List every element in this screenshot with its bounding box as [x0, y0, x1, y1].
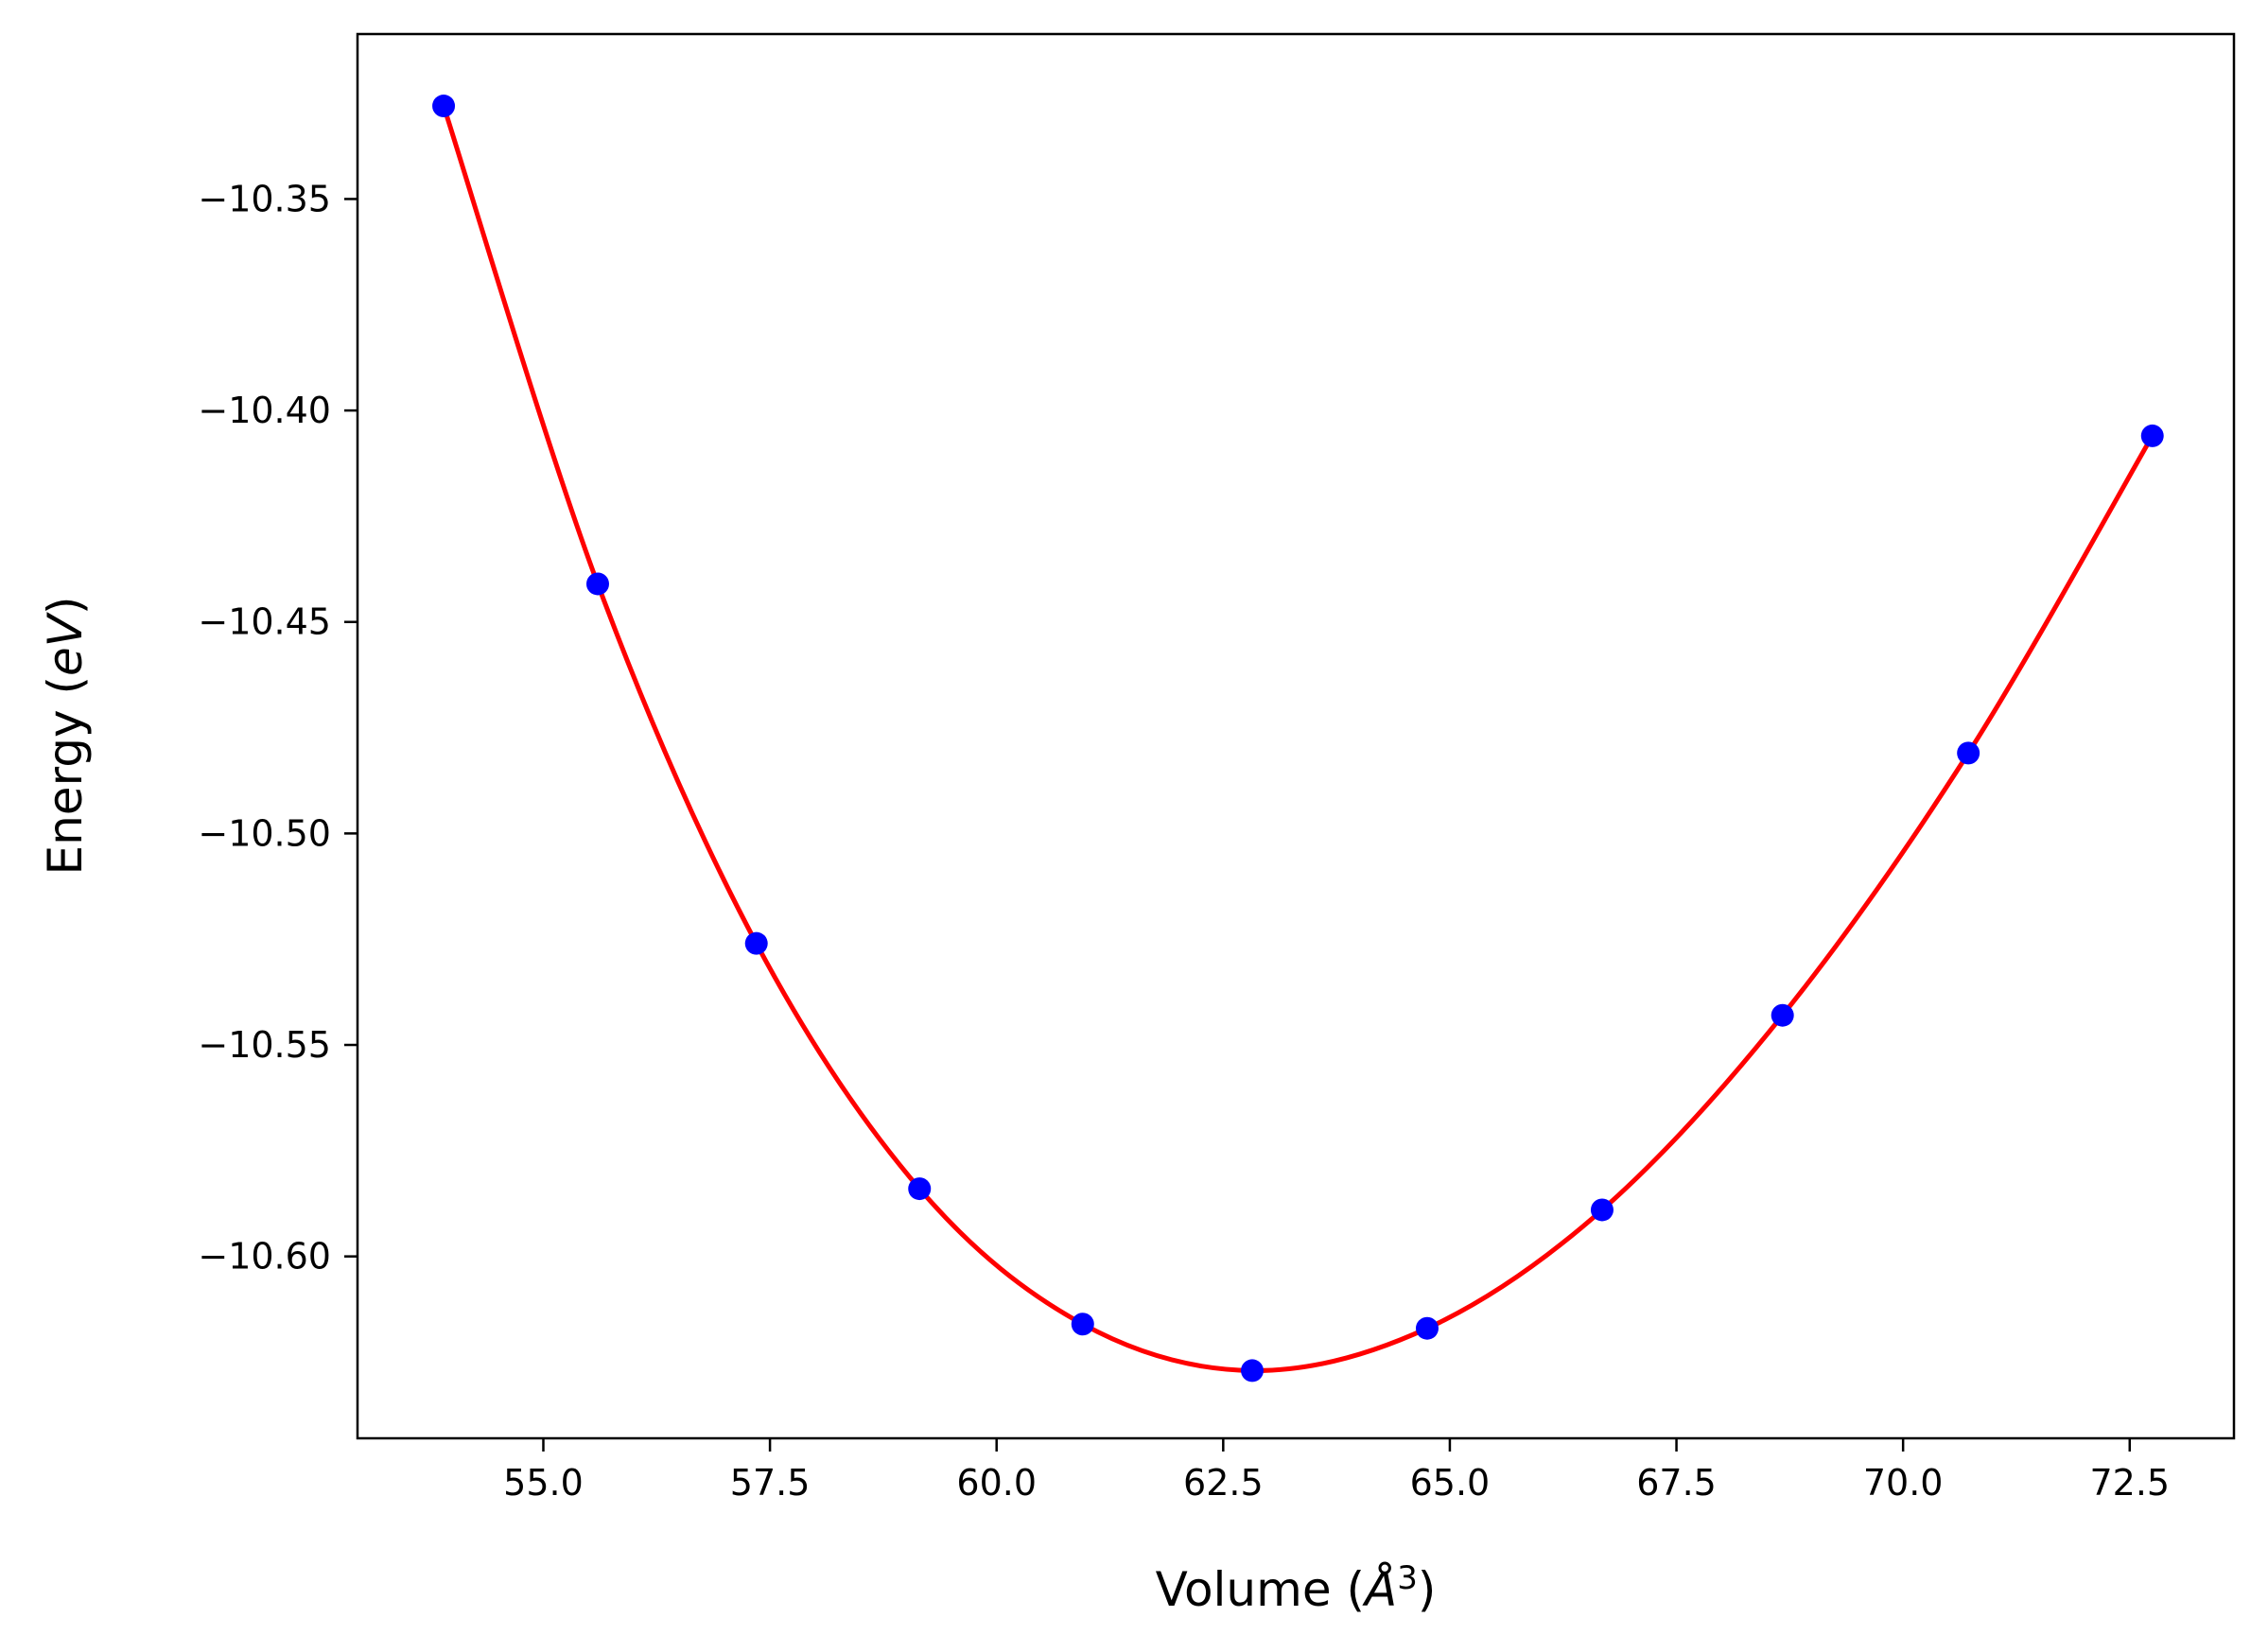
- data-point: [1771, 1003, 1794, 1027]
- x-axis-label: Volume (Å3): [1156, 1559, 1437, 1617]
- x-tick-label: 70.0: [1863, 1462, 1944, 1504]
- data-point: [585, 572, 609, 596]
- x-tick-label: 57.5: [730, 1462, 811, 1504]
- data-point: [1071, 1313, 1094, 1336]
- data-point: [1957, 741, 1980, 765]
- y-tick-label: −10.60: [198, 1236, 331, 1278]
- y-tick-label: −10.50: [198, 812, 331, 854]
- data-point: [744, 931, 768, 955]
- y-tick-label: −10.55: [198, 1024, 331, 1066]
- plot-area: [358, 34, 2234, 1438]
- y-axis-ticks: −10.35 −10.40 −10.45 −10.50 −10.55 −10.60: [198, 178, 358, 1278]
- fit-curve-line: [441, 105, 2155, 1373]
- y-tick-label: −10.40: [198, 390, 331, 431]
- x-tick-label: 67.5: [1636, 1462, 1717, 1504]
- data-point: [1590, 1198, 1614, 1222]
- x-tick-label: 65.0: [1410, 1462, 1491, 1504]
- fit-curve-layer: [441, 105, 2155, 1373]
- data-points-layer: [432, 95, 2164, 1382]
- y-axis-label: Energy (eV): [38, 597, 93, 876]
- data-point: [432, 95, 456, 118]
- y-tick-label: −10.45: [198, 601, 331, 643]
- x-tick-label: 62.5: [1183, 1462, 1264, 1504]
- plot-frame: [356, 32, 2236, 1440]
- y-tick-label: −10.35: [198, 178, 331, 219]
- x-tick-label: 60.0: [956, 1462, 1037, 1504]
- data-point: [908, 1177, 932, 1201]
- data-point: [1415, 1316, 1439, 1340]
- data-point: [1240, 1359, 1264, 1382]
- x-tick-label: 72.5: [2089, 1462, 2170, 1504]
- x-tick-label: 55.0: [503, 1462, 584, 1504]
- data-point: [2140, 424, 2164, 447]
- x-axis-ticks: 55.0 57.5 60.0 62.5 65.0 67.5 70.0 72.5: [503, 1438, 2170, 1504]
